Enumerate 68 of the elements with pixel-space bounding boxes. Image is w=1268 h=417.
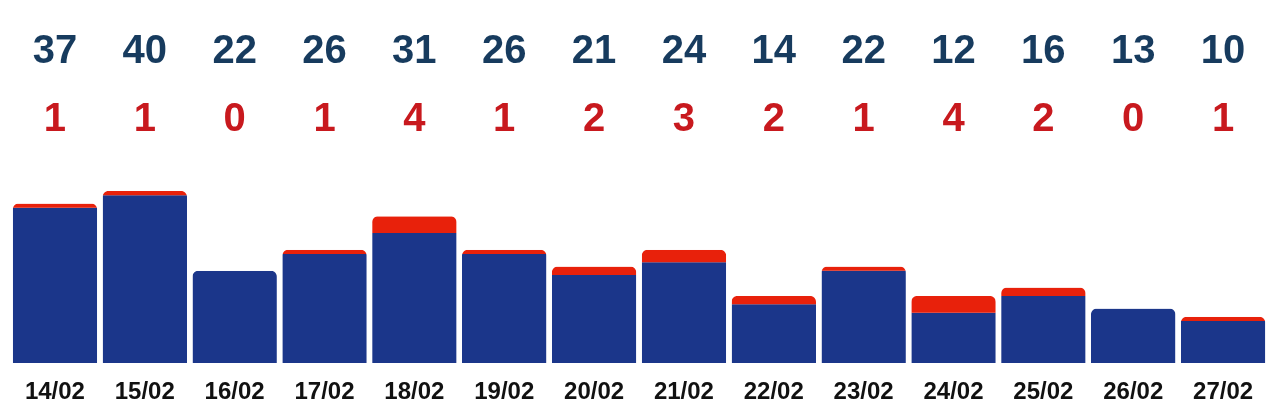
data-label: 26 [481, 27, 527, 71]
data-label: 1 [1211, 95, 1235, 139]
x-tick-label: 23/02 [833, 376, 894, 404]
bar [1001, 287, 1086, 296]
data-label: 12 [931, 27, 976, 71]
bar [641, 249, 727, 263]
bar [461, 253, 547, 363]
bar [461, 249, 547, 254]
data-label: 2 [582, 95, 606, 139]
data-label: 0 [1122, 95, 1145, 139]
data-label: 4 [942, 95, 966, 139]
bar [12, 203, 98, 208]
x-tick-label: 27/02 [1193, 376, 1254, 404]
bar [282, 253, 367, 363]
bar [911, 312, 996, 363]
data-label: 2 [762, 95, 785, 139]
bar [821, 270, 906, 363]
data-label: 2 [1032, 95, 1055, 139]
x-tick-label: 22/02 [743, 376, 804, 404]
bar [372, 216, 457, 233]
data-label: 14 [751, 27, 797, 71]
data-label: 16 [1021, 27, 1066, 71]
bar [192, 270, 277, 363]
bar [102, 195, 188, 363]
bar [12, 207, 98, 363]
bar [102, 191, 188, 196]
data-label: 24 [661, 27, 707, 71]
data-label: 13 [1110, 27, 1156, 71]
bar [1090, 308, 1176, 363]
bar [282, 249, 367, 254]
x-tick-label: 17/02 [294, 376, 355, 404]
x-tick-label: 15/02 [114, 376, 175, 404]
data-label: 3 [672, 95, 696, 139]
bar [731, 304, 817, 363]
data-label: 0 [223, 95, 246, 139]
bar [641, 262, 727, 363]
data-label: 1 [313, 95, 336, 139]
x-tick-label: 20/02 [564, 376, 625, 404]
bar [821, 266, 906, 271]
x-tick-label: 25/02 [1013, 376, 1074, 404]
data-label: 22 [212, 27, 257, 71]
data-label: 31 [392, 27, 437, 71]
x-tick-label: 19/02 [474, 376, 535, 404]
data-label: 1 [852, 95, 875, 139]
bar [1180, 321, 1266, 363]
bar [1001, 295, 1086, 363]
bar [372, 232, 457, 363]
bar [731, 295, 817, 305]
x-tick-label: 16/02 [204, 376, 265, 404]
x-tick-label: 24/02 [923, 376, 984, 404]
bar [551, 266, 637, 275]
x-tick-label: 14/02 [24, 376, 85, 404]
data-label: 40 [122, 27, 168, 71]
data-label: 1 [133, 95, 156, 139]
bar [551, 274, 637, 363]
bar [911, 295, 996, 313]
data-label: 4 [403, 95, 427, 139]
data-label: 21 [571, 27, 617, 71]
x-tick-label: 18/02 [384, 376, 445, 404]
bar [1180, 316, 1266, 322]
x-tick-label: 26/02 [1103, 376, 1164, 404]
x-tick-label: 21/02 [653, 376, 714, 404]
data-label: 1 [43, 95, 67, 139]
data-label: 37 [32, 27, 78, 71]
data-label: 22 [841, 27, 886, 71]
data-label: 1 [493, 95, 516, 139]
data-label: 26 [302, 27, 347, 71]
data-label: 10 [1200, 27, 1246, 71]
